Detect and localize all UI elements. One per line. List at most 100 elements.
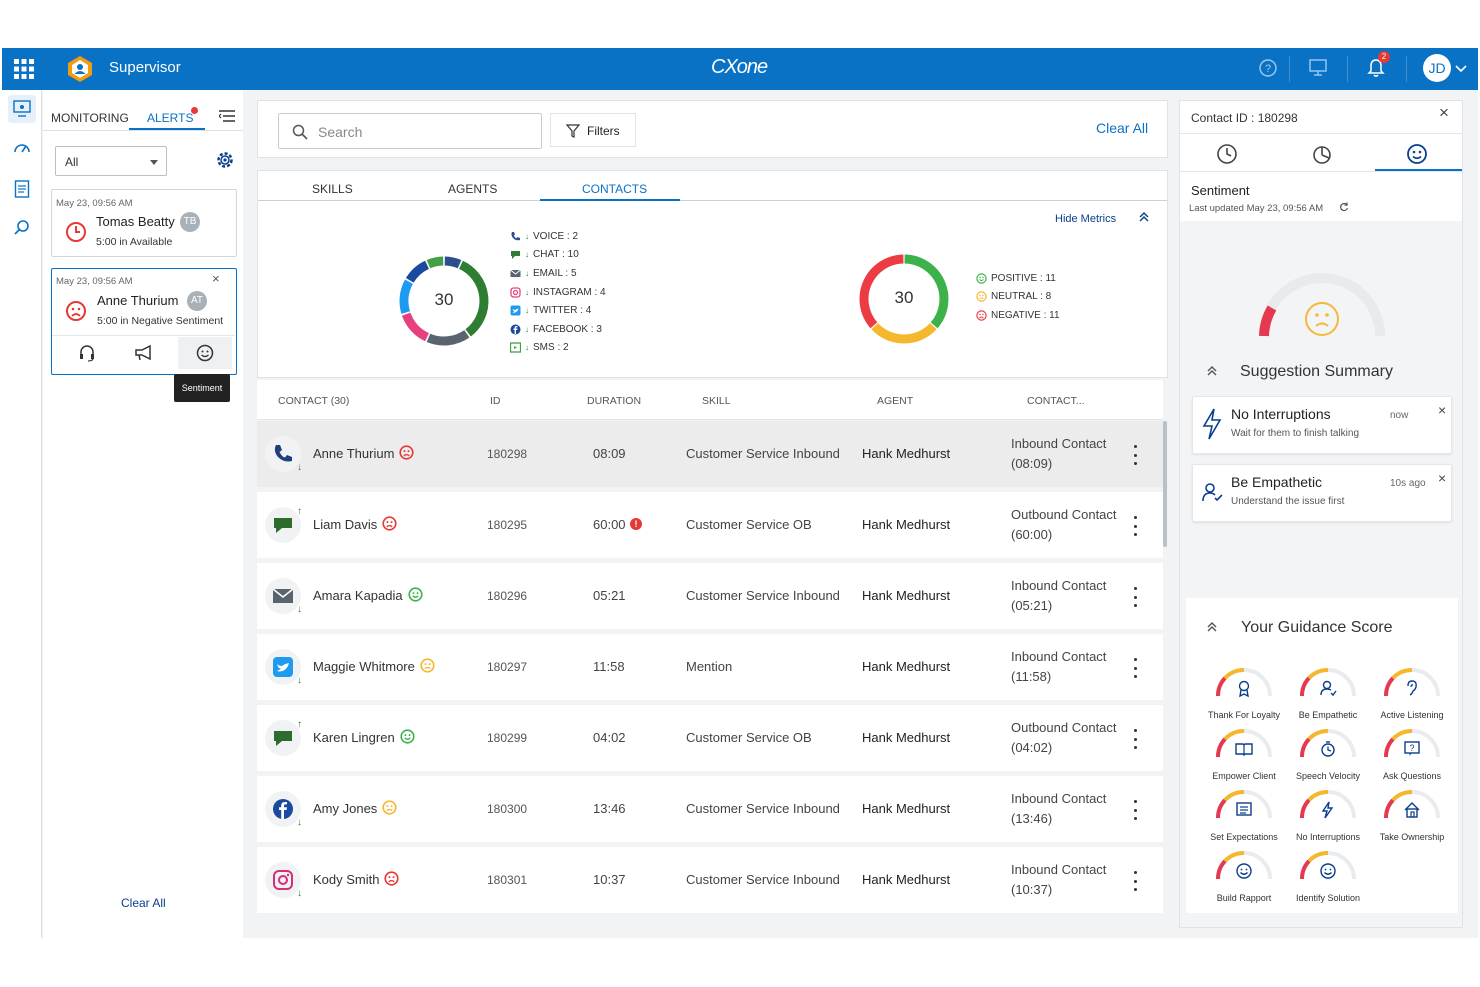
contact-type-line1: Outbound Contact bbox=[1011, 507, 1117, 522]
table-row[interactable]: ↑ Liam Davis 180295 60:00 ! Customer Ser… bbox=[257, 492, 1163, 558]
table-row[interactable]: ↓ Amy Jones 180300 13:46 Customer Servic… bbox=[257, 776, 1163, 842]
guidance-item[interactable]: Thank For Loyalty bbox=[1204, 656, 1284, 720]
list-view-icon[interactable] bbox=[217, 107, 237, 125]
guidance-item[interactable]: Active Listening bbox=[1372, 656, 1452, 720]
contact-name[interactable]: Kody Smith bbox=[313, 872, 380, 887]
col-agent[interactable]: AGENT bbox=[877, 395, 914, 407]
close-panel-icon[interactable]: × bbox=[1439, 103, 1449, 122]
facebook-icon bbox=[510, 324, 521, 335]
user-icon bbox=[1320, 680, 1337, 697]
twitter-icon bbox=[510, 305, 521, 316]
col-id[interactable]: ID bbox=[490, 395, 501, 407]
col-contact-type[interactable]: CONTACT... bbox=[1027, 395, 1085, 407]
more-options-icon[interactable] bbox=[1127, 800, 1143, 820]
guidance-item[interactable]: Empower Client bbox=[1204, 717, 1284, 781]
collapse-chevron-icon[interactable] bbox=[1204, 619, 1220, 635]
suggestion-card[interactable]: No Interruptions Wait for them to finish… bbox=[1192, 396, 1452, 454]
guidance-gauge: ? bbox=[1383, 728, 1440, 758]
tab-contacts[interactable]: CONTACTS bbox=[582, 182, 648, 196]
more-options-icon[interactable] bbox=[1127, 658, 1143, 678]
table-row[interactable]: ↓ Maggie Whitmore 180297 11:58 Mention H… bbox=[257, 634, 1163, 700]
alert-card-selected[interactable]: May 23, 09:56 AM × Anne Thurium AT 5:00 … bbox=[51, 268, 237, 375]
contact-name[interactable]: Karen Lingren bbox=[313, 730, 395, 745]
clear-all-alerts-link[interactable]: Clear All bbox=[121, 896, 166, 910]
collapse-chevron-icon[interactable] bbox=[1204, 363, 1220, 379]
reports-nav-icon[interactable] bbox=[8, 175, 36, 203]
listen-headset-icon[interactable] bbox=[74, 341, 100, 365]
app-launcher-icon[interactable] bbox=[12, 57, 36, 81]
table-row[interactable]: ↓ Anne Thurium 180298 08:09 Customer Ser… bbox=[257, 421, 1163, 487]
guidance-item[interactable]: Identify Solution bbox=[1288, 839, 1368, 903]
contact-name[interactable]: Maggie Whitmore bbox=[313, 659, 415, 674]
svg-text:?: ? bbox=[1409, 743, 1414, 753]
table-row[interactable]: ↓ Amara Kapadia 180296 05:21 Customer Se… bbox=[257, 563, 1163, 629]
more-options-icon[interactable] bbox=[1127, 445, 1143, 465]
tab-monitoring[interactable]: MONITORING bbox=[51, 111, 129, 125]
help-icon[interactable]: ? bbox=[1256, 56, 1280, 80]
guidance-gauge bbox=[1215, 728, 1272, 758]
contact-type-line1: Inbound Contact bbox=[1011, 649, 1107, 664]
refresh-icon[interactable] bbox=[1338, 201, 1350, 213]
col-contact[interactable]: CONTACT (30) bbox=[278, 395, 350, 407]
more-options-icon[interactable] bbox=[1127, 729, 1143, 749]
more-options-icon[interactable] bbox=[1127, 587, 1143, 607]
chevron-down-icon[interactable] bbox=[1454, 62, 1468, 76]
neutral-face-icon bbox=[976, 291, 987, 303]
coach-megaphone-icon[interactable] bbox=[131, 341, 157, 365]
guidance-grid: Thank For Loyalty Be Empathetic Active L… bbox=[1186, 656, 1458, 906]
guidance-item[interactable]: Speech Velocity bbox=[1288, 717, 1368, 781]
guidance-item[interactable]: Take Ownership bbox=[1372, 778, 1452, 842]
more-options-icon[interactable] bbox=[1127, 871, 1143, 891]
filter-select[interactable]: All bbox=[55, 146, 167, 176]
table-scrollbar[interactable] bbox=[1163, 421, 1167, 547]
sentiment-action-icon[interactable] bbox=[178, 337, 232, 369]
svg-text:?: ? bbox=[1265, 63, 1271, 75]
tab-alerts[interactable]: ALERTS bbox=[147, 111, 194, 125]
col-duration[interactable]: DURATION bbox=[587, 395, 642, 407]
clear-all-button[interactable]: Clear All bbox=[1096, 120, 1149, 136]
monitor-icon[interactable] bbox=[1306, 56, 1330, 80]
guidance-item[interactable]: Set Expectations bbox=[1204, 778, 1284, 842]
tab-history-clock-icon[interactable] bbox=[1214, 141, 1240, 167]
contact-name[interactable]: Amy Jones bbox=[313, 801, 378, 816]
guidance-item[interactable]: ? Ask Questions bbox=[1372, 717, 1452, 781]
user-avatar[interactable]: JD bbox=[1423, 54, 1451, 82]
hide-metrics-button[interactable]: Hide Metrics bbox=[1055, 209, 1155, 227]
brand-logo: CXone bbox=[711, 56, 768, 78]
dismiss-icon[interactable]: × bbox=[1438, 402, 1447, 418]
tab-sentiment-smile-icon[interactable] bbox=[1404, 141, 1430, 167]
monitor-nav-icon[interactable] bbox=[8, 95, 36, 123]
table-row[interactable]: ↑ Karen Lingren 180299 04:02 Customer Se… bbox=[257, 705, 1163, 771]
contact-name[interactable]: Liam Davis bbox=[313, 517, 378, 532]
close-icon[interactable]: × bbox=[212, 271, 220, 286]
table-row[interactable]: ↓ Kody Smith 180301 10:37 Customer Servi… bbox=[257, 847, 1163, 913]
guidance-label: Speech Velocity bbox=[1295, 771, 1361, 781]
metrics-card: SKILLS AGENTS CONTACTS Hide Metrics 30 ↓… bbox=[257, 170, 1168, 378]
positive-face-icon bbox=[976, 273, 987, 284]
more-options-icon[interactable] bbox=[1127, 516, 1143, 536]
col-skill[interactable]: SKILL bbox=[702, 395, 731, 407]
search-nav-icon[interactable] bbox=[8, 214, 36, 242]
donut-segment bbox=[405, 260, 430, 283]
skill-cell: Customer Service Inbound bbox=[686, 446, 840, 461]
dismiss-icon[interactable]: × bbox=[1438, 470, 1447, 486]
guidance-item[interactable]: No Interruptions bbox=[1288, 778, 1368, 842]
legend-label: INSTAGRAM : 4 bbox=[533, 286, 606, 298]
main-content: Search Filters Clear All SKILLS AGENTS C… bbox=[257, 100, 1169, 938]
alert-card[interactable]: May 23, 09:56 AM Tomas Beatty TB 5:00 in… bbox=[51, 189, 237, 257]
contact-name[interactable]: Amara Kapadia bbox=[313, 588, 403, 603]
guidance-item[interactable]: Be Empathetic bbox=[1288, 656, 1368, 720]
duration-cell: 05:21 bbox=[593, 588, 626, 603]
bolt-icon bbox=[1321, 801, 1334, 819]
tab-agents[interactable]: AGENTS bbox=[448, 182, 498, 196]
settings-gear-icon[interactable] bbox=[213, 148, 237, 172]
filters-button[interactable]: Filters bbox=[550, 113, 636, 147]
contact-name[interactable]: Anne Thurium bbox=[313, 446, 395, 461]
dashboard-nav-icon[interactable] bbox=[8, 133, 36, 161]
agent-cell: Hank Medhurst bbox=[862, 659, 951, 674]
tab-pie-chart-icon[interactable] bbox=[1309, 141, 1335, 167]
suggestion-card[interactable]: Be Empathetic Understand the issue first… bbox=[1192, 464, 1452, 522]
guidance-item[interactable]: Build Rapport bbox=[1204, 839, 1284, 903]
search-input[interactable]: Search bbox=[278, 113, 542, 149]
tab-skills[interactable]: SKILLS bbox=[312, 182, 353, 196]
